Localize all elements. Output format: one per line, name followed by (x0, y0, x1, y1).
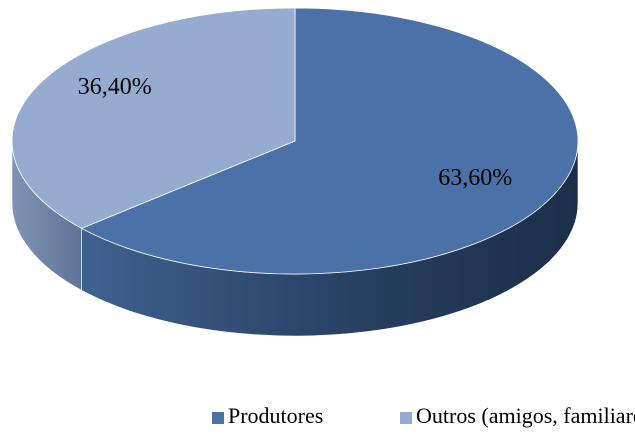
data-label: 36,40% (78, 74, 152, 100)
legend-label: Outros (amigos, familiares, presentes) (416, 403, 635, 428)
pie-slice (80, 7, 579, 275)
legend-label: Produtores (228, 403, 323, 428)
legend-swatch (400, 412, 412, 424)
data-label: 63,60% (438, 165, 512, 191)
pie-slice (11, 7, 296, 229)
legend-swatch (212, 412, 224, 424)
